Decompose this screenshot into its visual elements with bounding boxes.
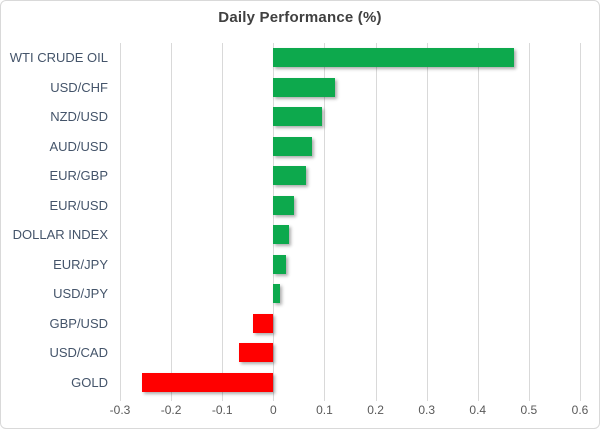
x-tick-label: 0.4 (469, 403, 487, 417)
tick-mark (171, 397, 173, 401)
category-label: AUD/USD (49, 138, 108, 154)
chart-title: Daily Performance (%) (218, 9, 382, 26)
tick-mark (273, 397, 275, 401)
tick-mark (222, 397, 224, 401)
gridline (273, 43, 275, 397)
gridline (120, 43, 121, 397)
tick-mark (580, 397, 581, 401)
category-label: WTI CRUDE OIL (9, 50, 108, 65)
value-axis: -0.3 -0.2 -0.1 0 0.1 0.2 0.3 0.4 0.5 0.6 (110, 397, 588, 427)
category-label: NZD/USD (50, 109, 108, 124)
x-tick-label: -0.2 (160, 403, 182, 417)
gridline (375, 43, 377, 397)
category-label: USD/CAD (49, 345, 108, 360)
tick-mark (477, 397, 479, 401)
gridline (528, 43, 530, 397)
x-tick-label: 0.6 (571, 403, 589, 417)
bar (273, 166, 306, 186)
category-axis: WTI CRUDE OIL USD/CHF NZD/USD AUD/USD EUR/GB… (1, 43, 114, 397)
bar (273, 136, 312, 156)
category-label: GBP/USD (49, 315, 108, 331)
bar (273, 107, 322, 127)
x-tick-label: -0.3 (109, 403, 131, 417)
category-label: DOLLAR INDEX (12, 227, 108, 242)
bar (273, 254, 286, 274)
x-tick-label: -0.1 (211, 403, 233, 417)
bar (273, 48, 514, 68)
tick-mark (426, 397, 428, 401)
x-tick-label: 0.5 (520, 403, 538, 417)
category-label: EUR/GBP (49, 168, 108, 183)
gridline (324, 43, 326, 397)
tick-mark (375, 397, 377, 401)
tick-mark (120, 397, 121, 401)
category-label: EUR/USD (49, 197, 108, 213)
tick-mark (528, 397, 530, 401)
bar (273, 284, 281, 304)
x-tick-label: 0 (269, 403, 277, 417)
bar (273, 195, 295, 215)
tick-mark (324, 397, 326, 401)
category-label: GOLD (71, 374, 108, 390)
category-label: USD/CHF (50, 79, 108, 95)
x-tick-label: 0.2 (367, 403, 384, 417)
plot-area (120, 43, 581, 397)
category-label: USD/JPY (53, 286, 108, 301)
x-tick-label: 0.3 (418, 403, 435, 417)
gridline (580, 43, 581, 397)
bar (273, 225, 290, 245)
bar (141, 372, 274, 392)
category-label: EUR/JPY (53, 256, 108, 272)
gridline (222, 43, 224, 397)
bar (273, 77, 335, 97)
bar (253, 313, 274, 333)
bar (238, 343, 274, 363)
gridline (477, 43, 479, 397)
gridline (426, 43, 428, 397)
gridline (171, 43, 173, 397)
x-tick-label: 0.1 (316, 403, 333, 417)
